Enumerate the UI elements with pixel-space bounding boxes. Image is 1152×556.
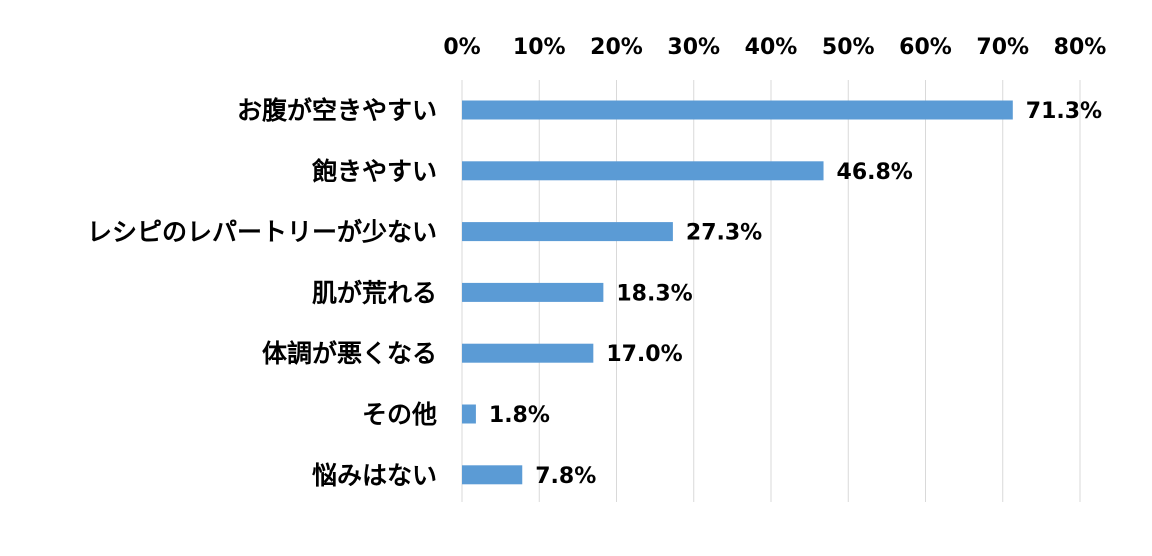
- data-label: 46.8%: [837, 160, 913, 185]
- x-tick-label: 50%: [822, 35, 875, 60]
- bar: [462, 222, 673, 242]
- category-label: 飽きやすい: [312, 157, 437, 186]
- data-label: 27.3%: [686, 221, 762, 246]
- x-tick-label: 70%: [976, 35, 1029, 60]
- x-tick-label: 60%: [899, 35, 952, 60]
- data-labels: 71.3% 46.8% 27.3% 18.3% 17.0% 1.8% 7.8%: [489, 99, 1102, 489]
- data-label: 17.0%: [606, 342, 682, 367]
- bar: [462, 404, 476, 424]
- gridlines: [461, 80, 1081, 502]
- data-label: 1.8%: [489, 403, 550, 428]
- bar: [462, 100, 1013, 120]
- category-label: 悩みはない: [312, 461, 437, 490]
- category-label: 肌が荒れる: [312, 278, 437, 307]
- x-tick-label: 10%: [513, 35, 566, 60]
- x-tick-label: 20%: [590, 35, 643, 60]
- x-tick-label: 40%: [745, 35, 798, 60]
- category-label: その他: [362, 400, 437, 429]
- data-label: 71.3%: [1026, 99, 1102, 124]
- x-tick-label: 80%: [1054, 35, 1107, 60]
- category-labels: お腹が空きやすい飽きやすいレシピのレパートリーが少ない肌が荒れる体調が悪くなるそ…: [87, 96, 437, 490]
- bar: [462, 161, 824, 181]
- bar: [462, 465, 523, 485]
- category-label: お腹が空きやすい: [237, 96, 437, 125]
- bar: [462, 282, 604, 302]
- x-axis-tick-labels: 0% 10% 20% 30% 40% 50% 60% 70% 80%: [443, 35, 1106, 60]
- data-label: 18.3%: [616, 281, 692, 306]
- bars: [462, 100, 1013, 485]
- x-tick-label: 30%: [667, 35, 720, 60]
- category-label: 体調が悪くなる: [262, 339, 437, 368]
- x-tick-label: 0%: [443, 35, 480, 60]
- category-label: レシピのレパートリーが少ない: [87, 218, 437, 247]
- data-label: 7.8%: [535, 464, 596, 489]
- bar: [462, 343, 594, 363]
